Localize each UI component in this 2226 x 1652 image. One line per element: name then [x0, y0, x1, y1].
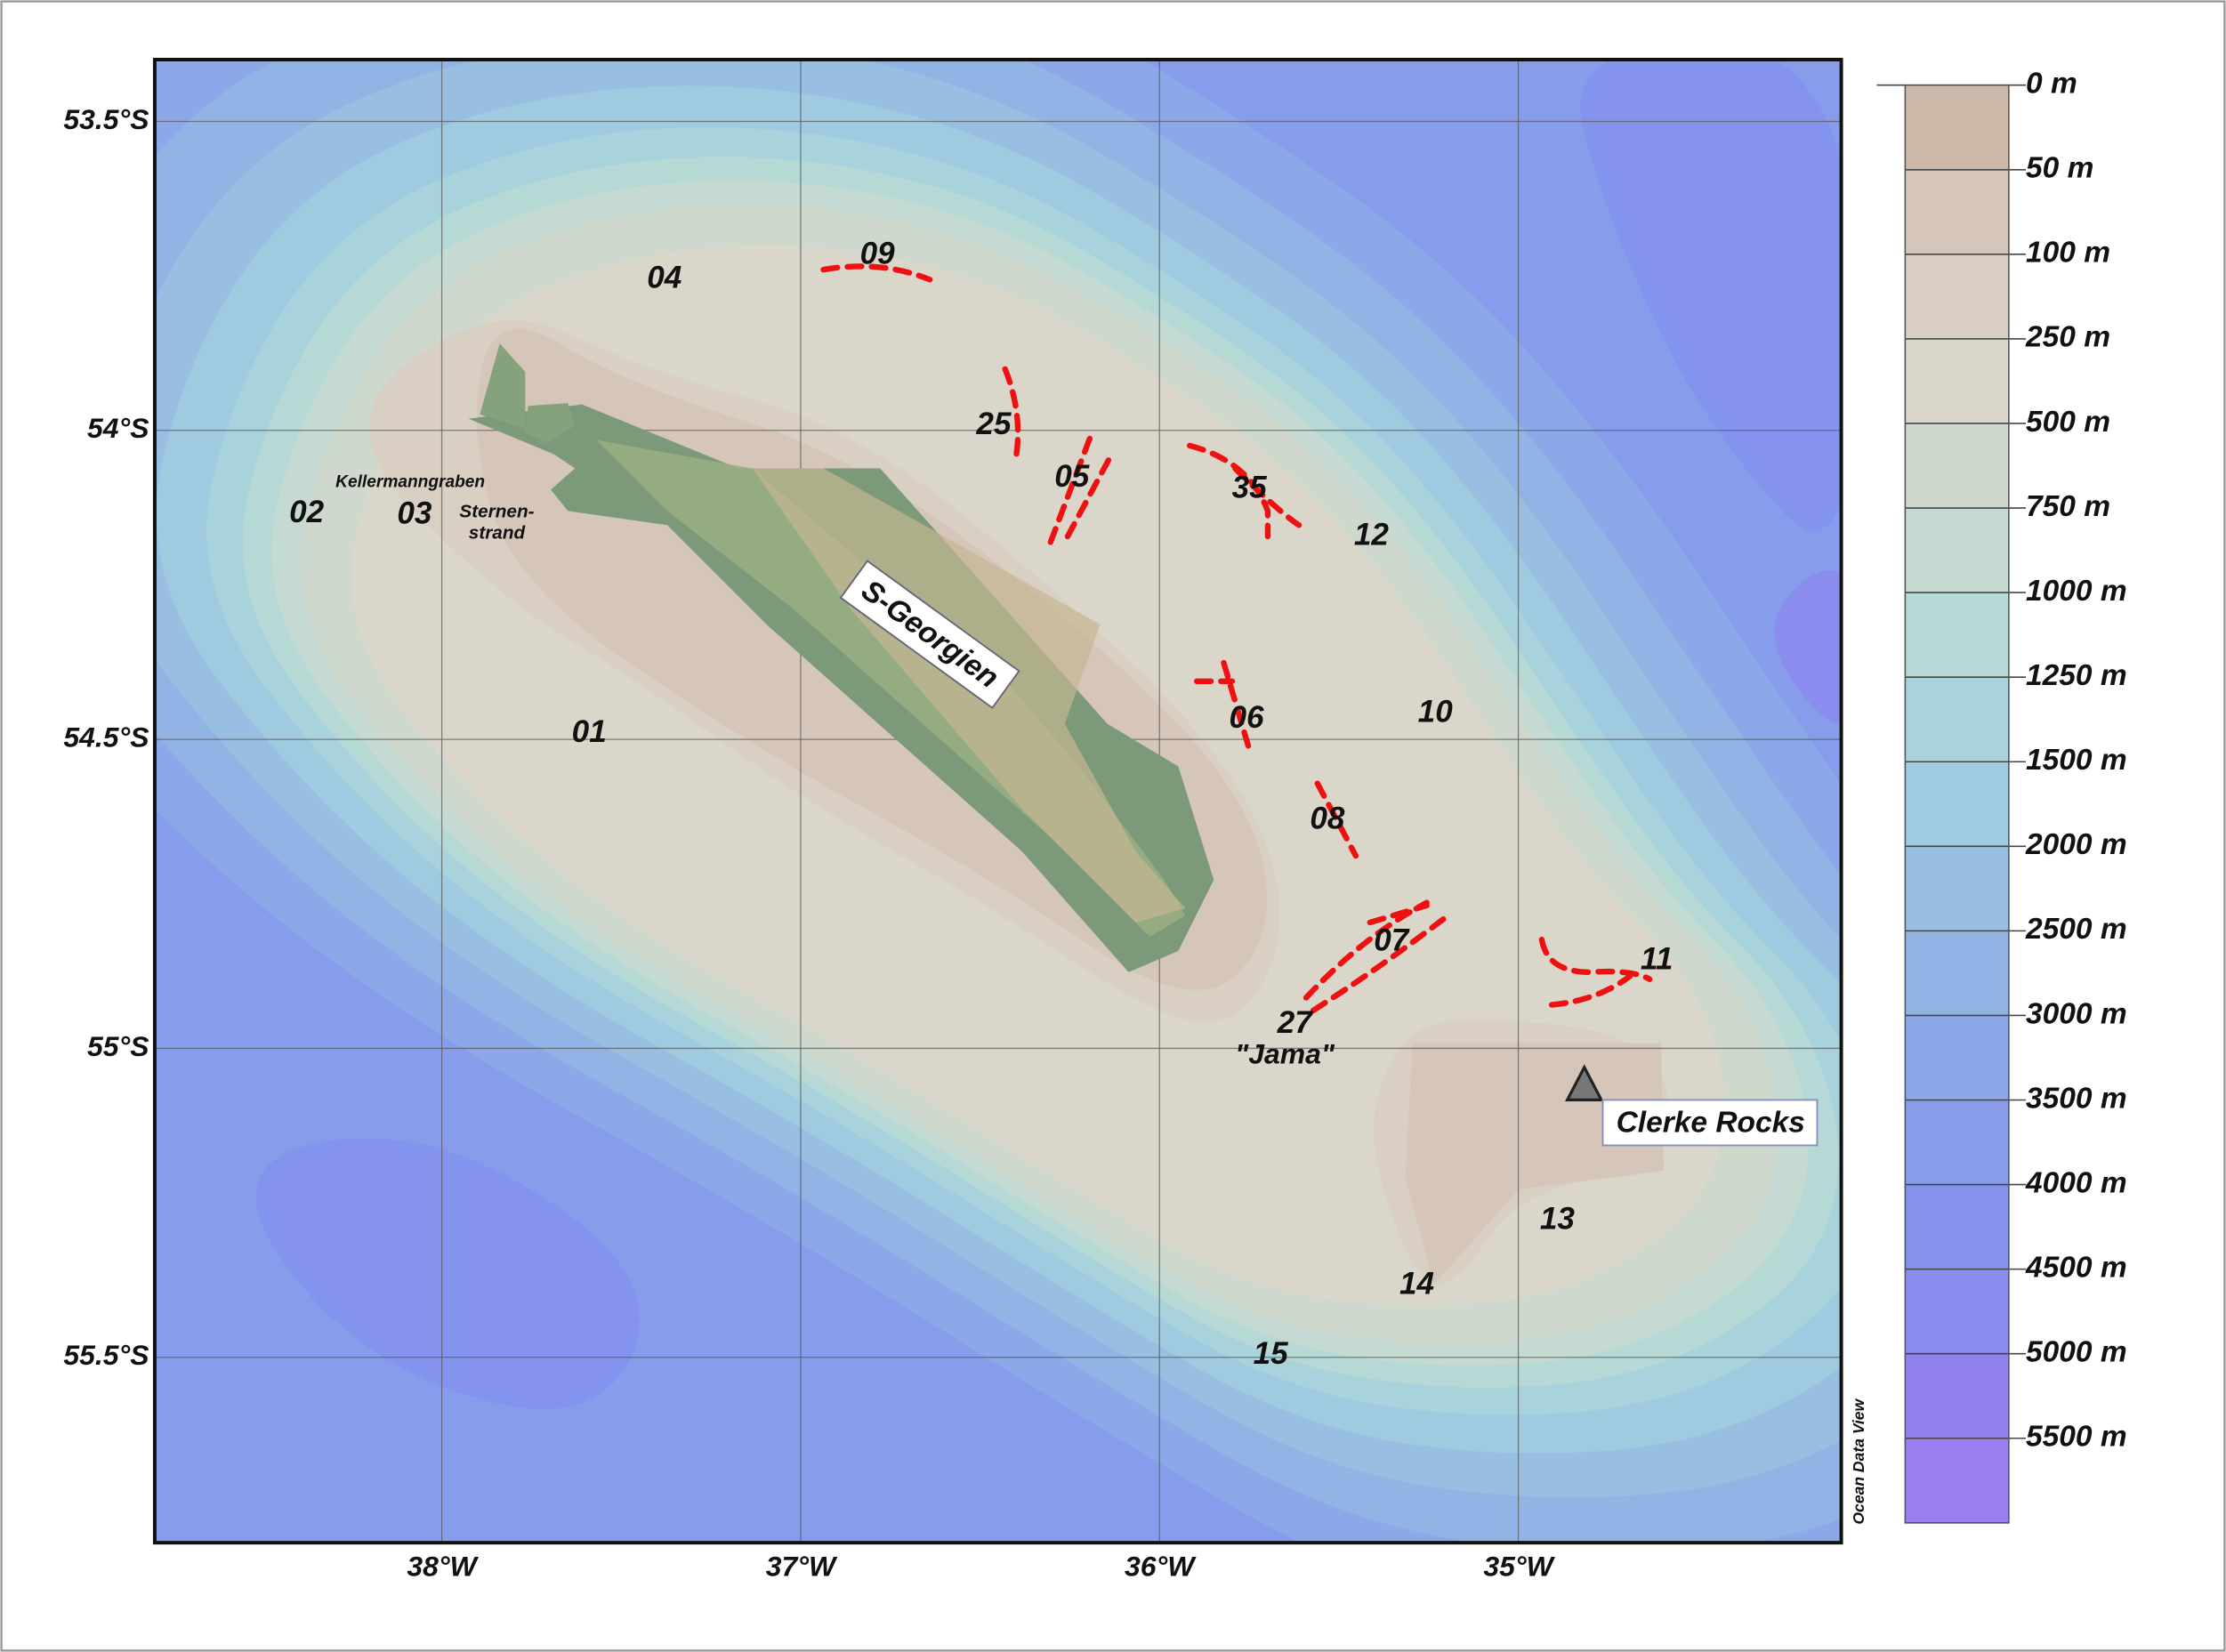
- y-tick-label: 55.5°S: [63, 1339, 149, 1371]
- station-label: 14: [1399, 1267, 1434, 1301]
- track: [1193, 659, 1253, 753]
- tracks: [820, 263, 1653, 1014]
- station-label: 27: [1277, 1005, 1314, 1040]
- legend-label: 100 m: [2026, 237, 2110, 270]
- legend-band: [1905, 508, 2009, 593]
- x-tick-label: 35°W: [1483, 1550, 1555, 1582]
- place-label: strand: [469, 522, 527, 543]
- bathymetry-deep: [255, 1138, 641, 1409]
- y-tick-label: 54°S: [87, 412, 149, 444]
- station-label: 04: [647, 261, 682, 295]
- legend-label: 500 m: [2026, 406, 2110, 439]
- x-tick-label: 36°W: [1125, 1550, 1197, 1582]
- station-label: 13: [1540, 1201, 1576, 1236]
- station-label: 25: [975, 407, 1012, 441]
- legend-band: [1905, 1269, 2009, 1355]
- legend-label: 2500 m: [2025, 913, 2127, 946]
- legend-band: [1905, 1353, 2009, 1439]
- legend-band: [1905, 1438, 2009, 1524]
- legend-label: 0 m: [2026, 68, 2077, 101]
- track: [820, 263, 933, 283]
- legend-band: [1905, 931, 2009, 1017]
- legend-band: [1905, 592, 2009, 678]
- island-islet: [480, 343, 526, 429]
- y-tick-label: 55°S: [87, 1030, 149, 1062]
- legend-label: 3000 m: [2026, 997, 2127, 1030]
- station-label: 05: [1054, 459, 1090, 494]
- legend-band: [1905, 85, 2009, 171]
- legend-label: 3500 m: [2026, 1082, 2127, 1115]
- legend-band: [1905, 762, 2009, 848]
- station-label: 09: [860, 236, 896, 270]
- y-tick-label: 54.5°S: [63, 721, 149, 753]
- station-label: 15: [1254, 1336, 1289, 1371]
- station-label: 35: [1232, 471, 1268, 505]
- legend-label: 250 m: [2025, 321, 2110, 354]
- legend-label: 50 m: [2026, 152, 2093, 185]
- legend-band: [1905, 1184, 2009, 1270]
- legend-band: [1905, 677, 2009, 763]
- station-label: 06: [1229, 700, 1264, 735]
- station-label: 12: [1354, 517, 1390, 552]
- legend-band: [1905, 169, 2009, 255]
- legend-label: 1500 m: [2026, 744, 2127, 777]
- place-label: "Jama": [1235, 1037, 1335, 1069]
- track: [1064, 454, 1113, 540]
- legend-label: 4500 m: [2025, 1251, 2127, 1284]
- station-label: 10: [1418, 695, 1454, 729]
- bathymetry-band: [1405, 1043, 1665, 1285]
- track: [1310, 912, 1451, 1014]
- x-tick-label: 38°W: [407, 1550, 479, 1582]
- station-label: 03: [397, 496, 432, 530]
- track: [1232, 465, 1303, 528]
- track: [1002, 366, 1021, 457]
- island-land: [468, 404, 1214, 972]
- legend-label: 1000 m: [2026, 575, 2127, 608]
- station-label: 01: [572, 714, 607, 749]
- legend-label: 5000 m: [2026, 1336, 2127, 1369]
- station-label: 11: [1641, 941, 1673, 976]
- legend-band: [1905, 846, 2009, 932]
- place-label: Kellermanngraben: [335, 472, 485, 491]
- station-label: 02: [289, 495, 325, 529]
- legend-label: 1250 m: [2026, 659, 2127, 692]
- legend-band: [1905, 423, 2009, 509]
- legend-band: [1905, 1100, 2009, 1186]
- place-label: Clerke Rocks: [1617, 1106, 1805, 1139]
- map-frame: [152, 58, 1843, 1545]
- track: [1314, 780, 1359, 859]
- legend-band: [1905, 1015, 2009, 1101]
- legend-label: 2000 m: [2025, 828, 2127, 861]
- bathymetry-deep: [1580, 60, 1842, 531]
- legend-frame: [1904, 84, 2010, 1524]
- legend-band: [1905, 254, 2009, 340]
- station-label: 08: [1310, 801, 1345, 835]
- credit-label: Ocean Data View: [1850, 1398, 1867, 1524]
- x-tick-label: 37°W: [766, 1550, 838, 1582]
- station-label: 07: [1374, 923, 1410, 958]
- legend-label: 5500 m: [2026, 1421, 2127, 1454]
- color-legend: 0 m 50 m 100 m 250 m 500 m 750 m 1000 m 1250 m 1…: [1876, 68, 2127, 1524]
- track: [1367, 902, 1430, 926]
- track: [1538, 936, 1653, 982]
- legend-label: 4000 m: [2025, 1166, 2127, 1199]
- place-label: Sternen-: [459, 501, 534, 521]
- legend-band: [1905, 338, 2009, 424]
- clerke-rocks-box: [1601, 1099, 1819, 1147]
- track: [1047, 434, 1093, 545]
- track: [1548, 973, 1633, 1008]
- island-islet: [525, 403, 576, 443]
- clerke-rocks-marker: [1564, 1064, 1604, 1101]
- island-label-box: [839, 560, 1020, 710]
- y-tick-label: 53.5°S: [63, 103, 149, 135]
- bathymetry-deep: [1774, 570, 1842, 723]
- legend-label: 750 m: [2026, 490, 2110, 523]
- track: [1303, 899, 1430, 1001]
